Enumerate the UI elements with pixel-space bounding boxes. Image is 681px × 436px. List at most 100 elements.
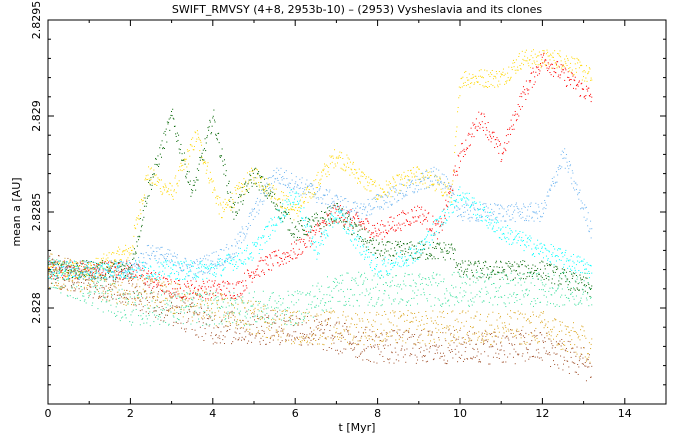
data-point [413, 245, 415, 247]
data-point [518, 266, 520, 268]
data-point [279, 173, 281, 175]
data-point [495, 77, 497, 79]
data-point [402, 260, 404, 262]
data-point [183, 169, 185, 171]
data-point [322, 244, 324, 246]
data-point [521, 62, 523, 64]
data-point [282, 192, 284, 194]
data-point [90, 261, 92, 263]
data-point [503, 233, 505, 235]
data-point [334, 195, 336, 197]
data-point [316, 253, 318, 255]
data-point [66, 279, 68, 281]
data-point [366, 249, 368, 251]
data-point [387, 272, 389, 274]
data-point [338, 221, 340, 223]
data-point [287, 196, 289, 198]
data-point [266, 192, 268, 194]
data-point [314, 193, 316, 195]
data-point [574, 189, 576, 191]
data-point [443, 208, 445, 210]
data-point [531, 248, 533, 250]
data-point [217, 195, 219, 197]
data-point [545, 204, 547, 206]
data-point [352, 163, 354, 165]
data-point [189, 180, 191, 182]
data-point [392, 266, 394, 268]
data-point [379, 255, 381, 257]
data-point [158, 181, 160, 183]
data-point [349, 218, 351, 220]
data-point [311, 226, 313, 228]
data-point [276, 209, 278, 211]
data-point [259, 244, 261, 246]
data-point [190, 280, 192, 282]
data-point [285, 195, 287, 197]
data-point [153, 273, 155, 275]
data-point [107, 263, 109, 265]
data-point [126, 278, 128, 280]
data-point [465, 204, 467, 206]
data-point [419, 182, 421, 184]
data-point [463, 272, 465, 274]
data-point [334, 163, 336, 165]
data-point [192, 292, 194, 294]
data-point [472, 74, 474, 76]
data-point [119, 260, 121, 262]
data-point [325, 203, 327, 205]
data-point [226, 287, 228, 289]
data-point [287, 204, 289, 206]
data-point [136, 245, 138, 247]
data-point [506, 80, 508, 82]
data-point [559, 50, 561, 52]
data-point [406, 182, 408, 184]
data-point [537, 74, 539, 76]
data-point [232, 202, 234, 204]
data-point [50, 266, 52, 268]
data-point [90, 274, 92, 276]
data-point [272, 186, 274, 188]
data-point [249, 170, 251, 172]
data-point [314, 226, 316, 228]
data-point [82, 277, 84, 279]
data-point [311, 216, 313, 218]
data-point [100, 277, 102, 279]
data-point [77, 270, 79, 272]
data-point [391, 262, 393, 264]
data-point [133, 263, 135, 265]
data-point [318, 242, 320, 244]
data-point [148, 270, 150, 272]
data-point [250, 274, 252, 276]
data-point [324, 234, 326, 236]
data-point [165, 278, 167, 280]
data-point [176, 297, 178, 299]
data-point [397, 200, 399, 202]
data-point [539, 70, 541, 72]
data-point [164, 299, 166, 301]
data-point [589, 228, 591, 230]
data-point [254, 276, 255, 278]
data-point [354, 168, 356, 170]
data-point [279, 217, 281, 219]
data-point [147, 307, 149, 309]
data-point [287, 183, 289, 185]
data-point [167, 275, 169, 277]
data-point [173, 190, 175, 192]
data-point [438, 184, 440, 186]
data-point [68, 269, 70, 271]
data-point [515, 59, 517, 61]
data-point [207, 268, 209, 270]
data-point [432, 184, 434, 186]
data-point [228, 198, 230, 200]
data-point [301, 252, 303, 254]
data-point [113, 265, 115, 267]
data-point [222, 269, 224, 271]
data-point [52, 266, 54, 268]
data-point [457, 207, 459, 209]
data-point [304, 189, 306, 191]
data-point [507, 265, 509, 267]
data-point [179, 267, 181, 269]
data-point [282, 253, 284, 255]
data-point [558, 74, 560, 76]
data-point [269, 186, 271, 188]
